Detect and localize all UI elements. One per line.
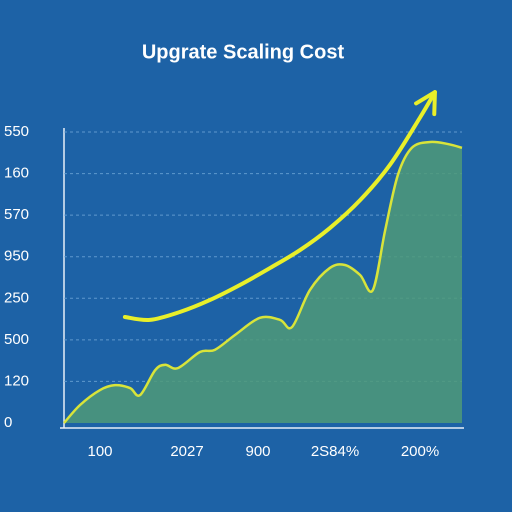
x-tick-label: 200% xyxy=(401,443,439,460)
x-tick-label: 100 xyxy=(87,443,112,460)
x-tick-label: 900 xyxy=(245,443,270,460)
y-tick-label: 0 xyxy=(4,414,12,431)
x-tick-label: 2S84% xyxy=(311,443,359,460)
area-line xyxy=(63,140,463,424)
y-tick-label: 550 xyxy=(4,123,29,140)
y-tick-label: 570 xyxy=(4,206,29,223)
y-tick-label: 160 xyxy=(4,165,29,182)
y-tick-label: 250 xyxy=(4,289,29,306)
y-tick-label: 120 xyxy=(4,372,29,389)
trend-arrow xyxy=(122,90,437,323)
y-tick-label: 500 xyxy=(4,331,29,348)
x-tick-label: 2027 xyxy=(170,443,203,460)
area xyxy=(64,141,462,423)
chart-title: Upgrate Scaling Cost xyxy=(142,41,345,63)
y-tick-label: 950 xyxy=(4,248,29,265)
arrow-head xyxy=(414,90,437,117)
